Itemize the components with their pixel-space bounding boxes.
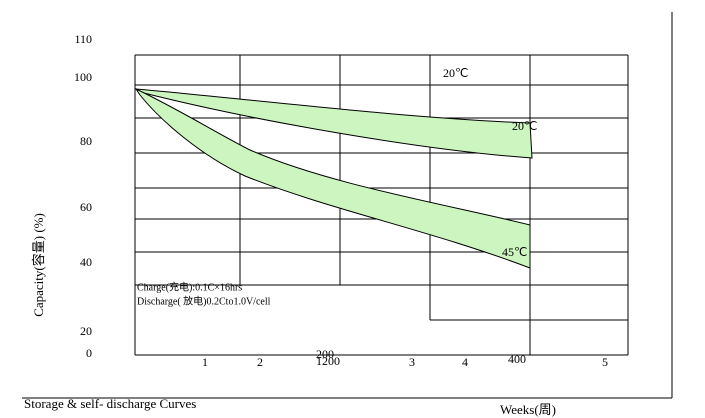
y-tick-label: 20: [80, 324, 92, 338]
charge-note: Charge(充电):0.1C×16hrs: [137, 280, 242, 293]
extra-label: 1200: [316, 354, 340, 368]
band-20c: [134, 88, 533, 159]
temp-label: 45℃: [502, 245, 527, 259]
y-tick-label: 110: [74, 32, 92, 46]
x-tick-label: 5: [602, 355, 608, 369]
y-tick-label: 0: [86, 346, 92, 360]
temp-label: 20℃: [443, 66, 468, 80]
discharge-note: Discharge( 放电)0.2Cto1.0V/cell: [137, 294, 271, 307]
x-tick-label: 1: [202, 355, 208, 369]
x-tick-label: 2: [257, 355, 263, 369]
extra-label: 400: [508, 352, 526, 366]
caption: Storage & self- discharge Curves: [24, 396, 196, 411]
y-axis-label: Capacity(容量) (%): [31, 213, 46, 317]
x-tick-label: 4: [462, 355, 468, 369]
x-axis-label: Weeks(周): [500, 402, 556, 417]
x-tick-label: 3: [409, 355, 415, 369]
temp-label: 20℃: [512, 119, 537, 133]
y-tick-label: 80: [80, 134, 92, 148]
extra-label: 200: [316, 347, 334, 361]
y-tick-label: 60: [80, 200, 92, 214]
frame: [22, 12, 673, 399]
y-tick-label: 100: [74, 70, 92, 84]
band-45c: [134, 87, 531, 269]
y-tick-label: 40: [80, 255, 92, 269]
